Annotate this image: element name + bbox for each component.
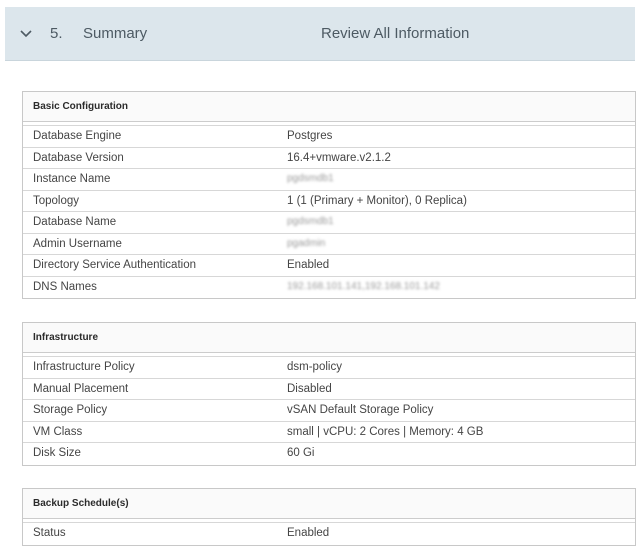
row-label: Database Version (33, 151, 124, 164)
row-database-engine: Database Engine Postgres (23, 126, 635, 148)
row-topology: Topology 1 (1 (Primary + Monitor), 0 Rep… (23, 191, 635, 212)
row-database-version: Database Version 16.4+vmware.v2.1.2 (23, 148, 635, 169)
row-label: Status (33, 527, 66, 539)
row-value: Disabled (287, 382, 332, 395)
row-value-redacted: pgdsmdb1 (287, 173, 334, 184)
row-value: Enabled (287, 259, 330, 271)
row-directory-service-auth: Directory Service Authentication Enabled (23, 255, 635, 277)
row-label: Database Name (33, 216, 117, 228)
row-value: 1 (1 (Primary + Monitor), 0 Replica) (287, 194, 467, 207)
step-title: Summary (83, 25, 148, 42)
row-value-redacted: 192.168.101.141,192.168.101.142 (287, 280, 440, 292)
row-label: DNS Names (33, 280, 97, 293)
step-number: 5. (50, 25, 63, 42)
chevron-down-icon[interactable] (20, 29, 32, 39)
row-vm-class: VM Class small | vCPU: 2 Cores | Memory:… (23, 422, 635, 443)
card-title: Basic Configuration (23, 92, 635, 122)
row-label: Disk Size (33, 447, 81, 459)
infrastructure-card: Infrastructure Infrastructure Policy dsm… (22, 322, 636, 466)
row-label: Directory Service Authentication (33, 259, 196, 271)
step-description: Review All Information (321, 25, 470, 42)
row-label: Infrastructure Policy (33, 361, 135, 373)
row-infrastructure-policy: Infrastructure Policy dsm-policy (23, 357, 635, 379)
row-value: 60 Gi (287, 447, 315, 459)
row-database-name: Database Name pgdsmdb1 (23, 212, 635, 234)
row-value: dsm-policy (287, 361, 342, 373)
row-value: Postgres (287, 130, 333, 142)
row-label: Database Engine (33, 130, 122, 142)
row-value: vSAN Default Storage Policy (287, 404, 434, 416)
row-value: small | vCPU: 2 Cores | Memory: 4 GB (287, 425, 484, 438)
basic-configuration-card: Basic Configuration Database Engine Post… (22, 91, 636, 299)
row-value-redacted: pgadmin (287, 237, 326, 249)
row-label: Instance Name (33, 173, 111, 185)
step-header[interactable]: 5. Summary Review All Information (5, 7, 635, 61)
row-label: Topology (33, 194, 80, 207)
row-dns-names: DNS Names 192.168.101.141,192.168.101.14… (23, 277, 635, 299)
row-label: Manual Placement (33, 382, 129, 395)
row-manual-placement: Manual Placement Disabled (23, 379, 635, 400)
row-storage-policy: Storage Policy vSAN Default Storage Poli… (23, 400, 635, 422)
card-title: Backup Schedule(s) (23, 489, 635, 519)
row-disk-size: Disk Size 60 Gi (23, 443, 635, 465)
row-status: Status Enabled (23, 523, 635, 545)
row-value-redacted: pgdsmdb1 (287, 216, 334, 227)
row-label: VM Class (33, 425, 83, 438)
row-label: Storage Policy (33, 404, 108, 416)
row-label: Admin Username (33, 237, 122, 250)
row-value: Enabled (287, 527, 330, 539)
row-value: 16.4+vmware.v2.1.2 (287, 151, 391, 164)
card-title: Infrastructure (23, 323, 635, 353)
backup-schedule-card: Backup Schedule(s) Status Enabled (22, 488, 636, 546)
row-admin-username: Admin Username pgadmin (23, 234, 635, 255)
row-instance-name: Instance Name pgdsmdb1 (23, 169, 635, 191)
